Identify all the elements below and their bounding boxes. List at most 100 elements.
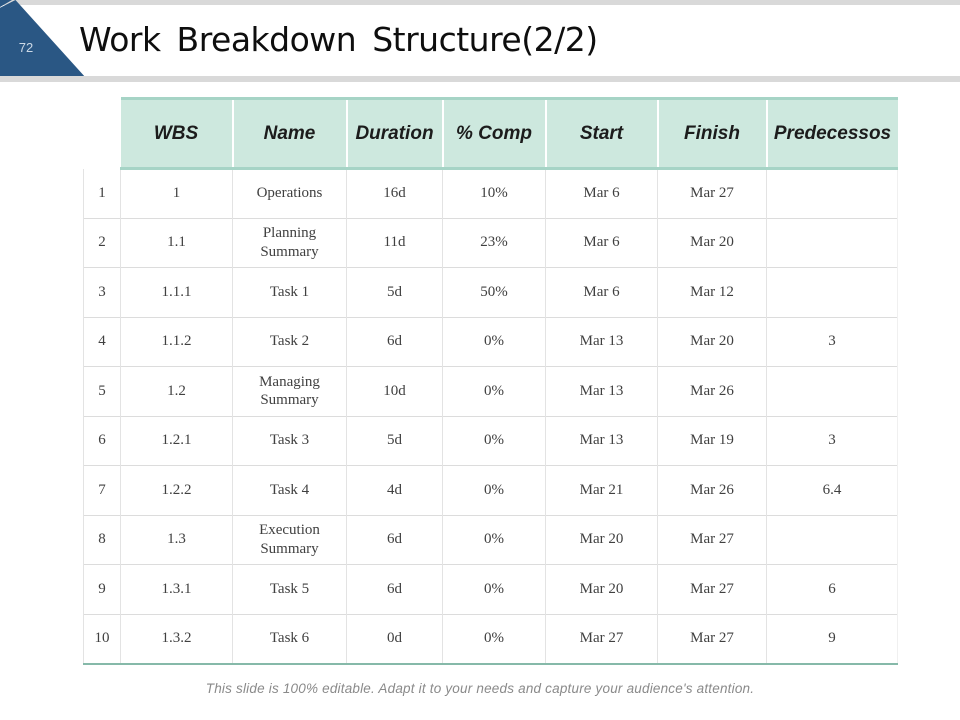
table-cell-duration: 6d xyxy=(346,316,443,367)
table-row: 5 1.2 Managing Summary 10d 0% Mar 13 Mar 26 xyxy=(83,366,898,416)
table-cell-comp: 0% xyxy=(442,415,546,466)
table-cell-num: 4 xyxy=(83,316,121,367)
table-cell-wbs: 1.1 xyxy=(120,217,233,268)
table-cell-wbs: 1.1.2 xyxy=(120,316,233,367)
table-cell-start: Mar 27 xyxy=(545,613,658,664)
column-header-name: Name xyxy=(231,97,347,170)
column-header-comp: % Comp xyxy=(441,97,546,170)
table-row: 3 1.1.1 Task 1 5d 50% Mar 6 Mar 12 xyxy=(83,267,898,317)
table-cell-duration: 5d xyxy=(346,415,443,466)
table-cell-num: 2 xyxy=(83,217,121,268)
table-cell-start: Mar 21 xyxy=(545,465,658,515)
table-cell-start: Mar 13 xyxy=(545,366,658,416)
table-cell-name: Task 2 xyxy=(232,316,347,367)
table-cell-pred: 6 xyxy=(766,564,898,614)
table-cell-wbs: 1.2.2 xyxy=(120,465,233,515)
table-cell-wbs: 1.2.1 xyxy=(120,415,233,466)
table-row: 6 1.2.1 Task 3 5d 0% Mar 13 Mar 19 3 xyxy=(83,415,898,466)
table-cell-finish: Mar 27 xyxy=(657,168,767,218)
table-cell-comp: 0% xyxy=(442,366,546,416)
table-cell-comp: 0% xyxy=(442,465,546,515)
table-cell-num: 6 xyxy=(83,415,121,466)
table-cell-pred xyxy=(766,514,898,565)
table-cell-name: Task 1 xyxy=(232,267,347,317)
corner-notch-icon xyxy=(0,0,13,8)
table-cell-duration: 6d xyxy=(346,514,443,565)
wbs-table: WBS Name Duration % Comp Start Finish Pr… xyxy=(83,97,898,665)
table-cell-finish: Mar 27 xyxy=(657,514,767,565)
title-divider-band xyxy=(0,76,960,82)
table-cell-wbs: 1.3 xyxy=(120,514,233,565)
table-cell-duration: 4d xyxy=(346,465,443,515)
table-cell-comp: 10% xyxy=(442,168,546,218)
table-cell-comp: 0% xyxy=(442,613,546,664)
table-row: 9 1.3.1 Task 5 6d 0% Mar 20 Mar 27 6 xyxy=(83,564,898,614)
table-cell-pred xyxy=(766,217,898,268)
table-row: 2 1.1 Planning Summary 11d 23% Mar 6 Mar 20 xyxy=(83,217,898,268)
header-corner-cell xyxy=(83,98,121,169)
table-cell-name: Task 3 xyxy=(232,415,347,466)
table-cell-start: Mar 13 xyxy=(545,415,658,466)
table-cell-wbs: 1.1.1 xyxy=(120,267,233,317)
table-cell-duration: 16d xyxy=(346,168,443,218)
table-cell-finish: Mar 27 xyxy=(657,613,767,664)
column-header-wbs: WBS xyxy=(120,97,233,170)
top-edge-stripe xyxy=(0,0,960,5)
column-header-duration: Duration xyxy=(345,97,443,170)
column-header-predecessors: Predecessos xyxy=(765,97,898,170)
table-cell-duration: 6d xyxy=(346,564,443,614)
table-cell-duration: 0d xyxy=(346,613,443,664)
table-cell-pred: 9 xyxy=(766,613,898,664)
column-header-start: Start xyxy=(544,97,658,170)
table-cell-wbs: 1.3.2 xyxy=(120,613,233,664)
table-cell-start: Mar 20 xyxy=(545,564,658,614)
table-cell-start: Mar 6 xyxy=(545,267,658,317)
table-row: 4 1.1.2 Task 2 6d 0% Mar 13 Mar 20 3 xyxy=(83,316,898,367)
table-cell-num: 8 xyxy=(83,514,121,565)
table-cell-wbs: 1 xyxy=(120,168,233,218)
table-cell-comp: 0% xyxy=(442,316,546,367)
table-cell-num: 3 xyxy=(83,267,121,317)
table-cell-finish: Mar 26 xyxy=(657,366,767,416)
table-cell-wbs: 1.3.1 xyxy=(120,564,233,614)
table-cell-wbs: 1.2 xyxy=(120,366,233,416)
footer-note: This slide is 100% editable. Adapt it to… xyxy=(205,681,755,696)
table-cell-pred: 3 xyxy=(766,415,898,466)
table-row: 7 1.2.2 Task 4 4d 0% Mar 21 Mar 26 6.4 xyxy=(83,465,898,515)
table-cell-start: Mar 20 xyxy=(545,514,658,565)
table-cell-pred: 6.4 xyxy=(766,465,898,515)
table-cell-name: Operations xyxy=(232,168,347,218)
table-row: 1 1 Operations 16d 10% Mar 6 Mar 27 xyxy=(83,168,898,218)
table-cell-num: 10 xyxy=(83,613,121,664)
table-cell-finish: Mar 27 xyxy=(657,564,767,614)
table-cell-name: Task 5 xyxy=(232,564,347,614)
table-cell-start: Mar 13 xyxy=(545,316,658,367)
table-cell-pred xyxy=(766,168,898,218)
table-cell-duration: 11d xyxy=(346,217,443,268)
table-cell-name: Execution Summary xyxy=(232,514,347,565)
table-cell-num: 1 xyxy=(83,168,121,218)
column-header-finish: Finish xyxy=(656,97,767,170)
table-row: 8 1.3 Execution Summary 6d 0% Mar 20 Mar 27 xyxy=(83,514,898,565)
header-row: WBS Name Duration % Comp Start Finish Pr… xyxy=(83,97,898,170)
corner-triangle-icon xyxy=(0,0,86,78)
corner-ribbon: 72 xyxy=(0,0,86,78)
table-cell-comp: 0% xyxy=(442,514,546,565)
table-cell-num: 9 xyxy=(83,564,121,614)
table-cell-name: Task 6 xyxy=(232,613,347,664)
table-cell-finish: Mar 12 xyxy=(657,267,767,317)
table-cell-finish: Mar 20 xyxy=(657,217,767,268)
table-cell-duration: 10d xyxy=(346,366,443,416)
table-cell-finish: Mar 20 xyxy=(657,316,767,367)
table-cell-num: 5 xyxy=(83,366,121,416)
table-cell-start: Mar 6 xyxy=(545,168,658,218)
table-cell-pred xyxy=(766,267,898,317)
table-cell-comp: 23% xyxy=(442,217,546,268)
table-cell-start: Mar 6 xyxy=(545,217,658,268)
table-row: 10 1.3.2 Task 6 0d 0% Mar 27 Mar 27 9 xyxy=(83,613,898,664)
slide-page-number: 72 xyxy=(18,40,34,55)
table-cell-name: Task 4 xyxy=(232,465,347,515)
table-cell-pred xyxy=(766,366,898,416)
table-cell-num: 7 xyxy=(83,465,121,515)
table-cell-name: Managing Summary xyxy=(232,366,347,416)
